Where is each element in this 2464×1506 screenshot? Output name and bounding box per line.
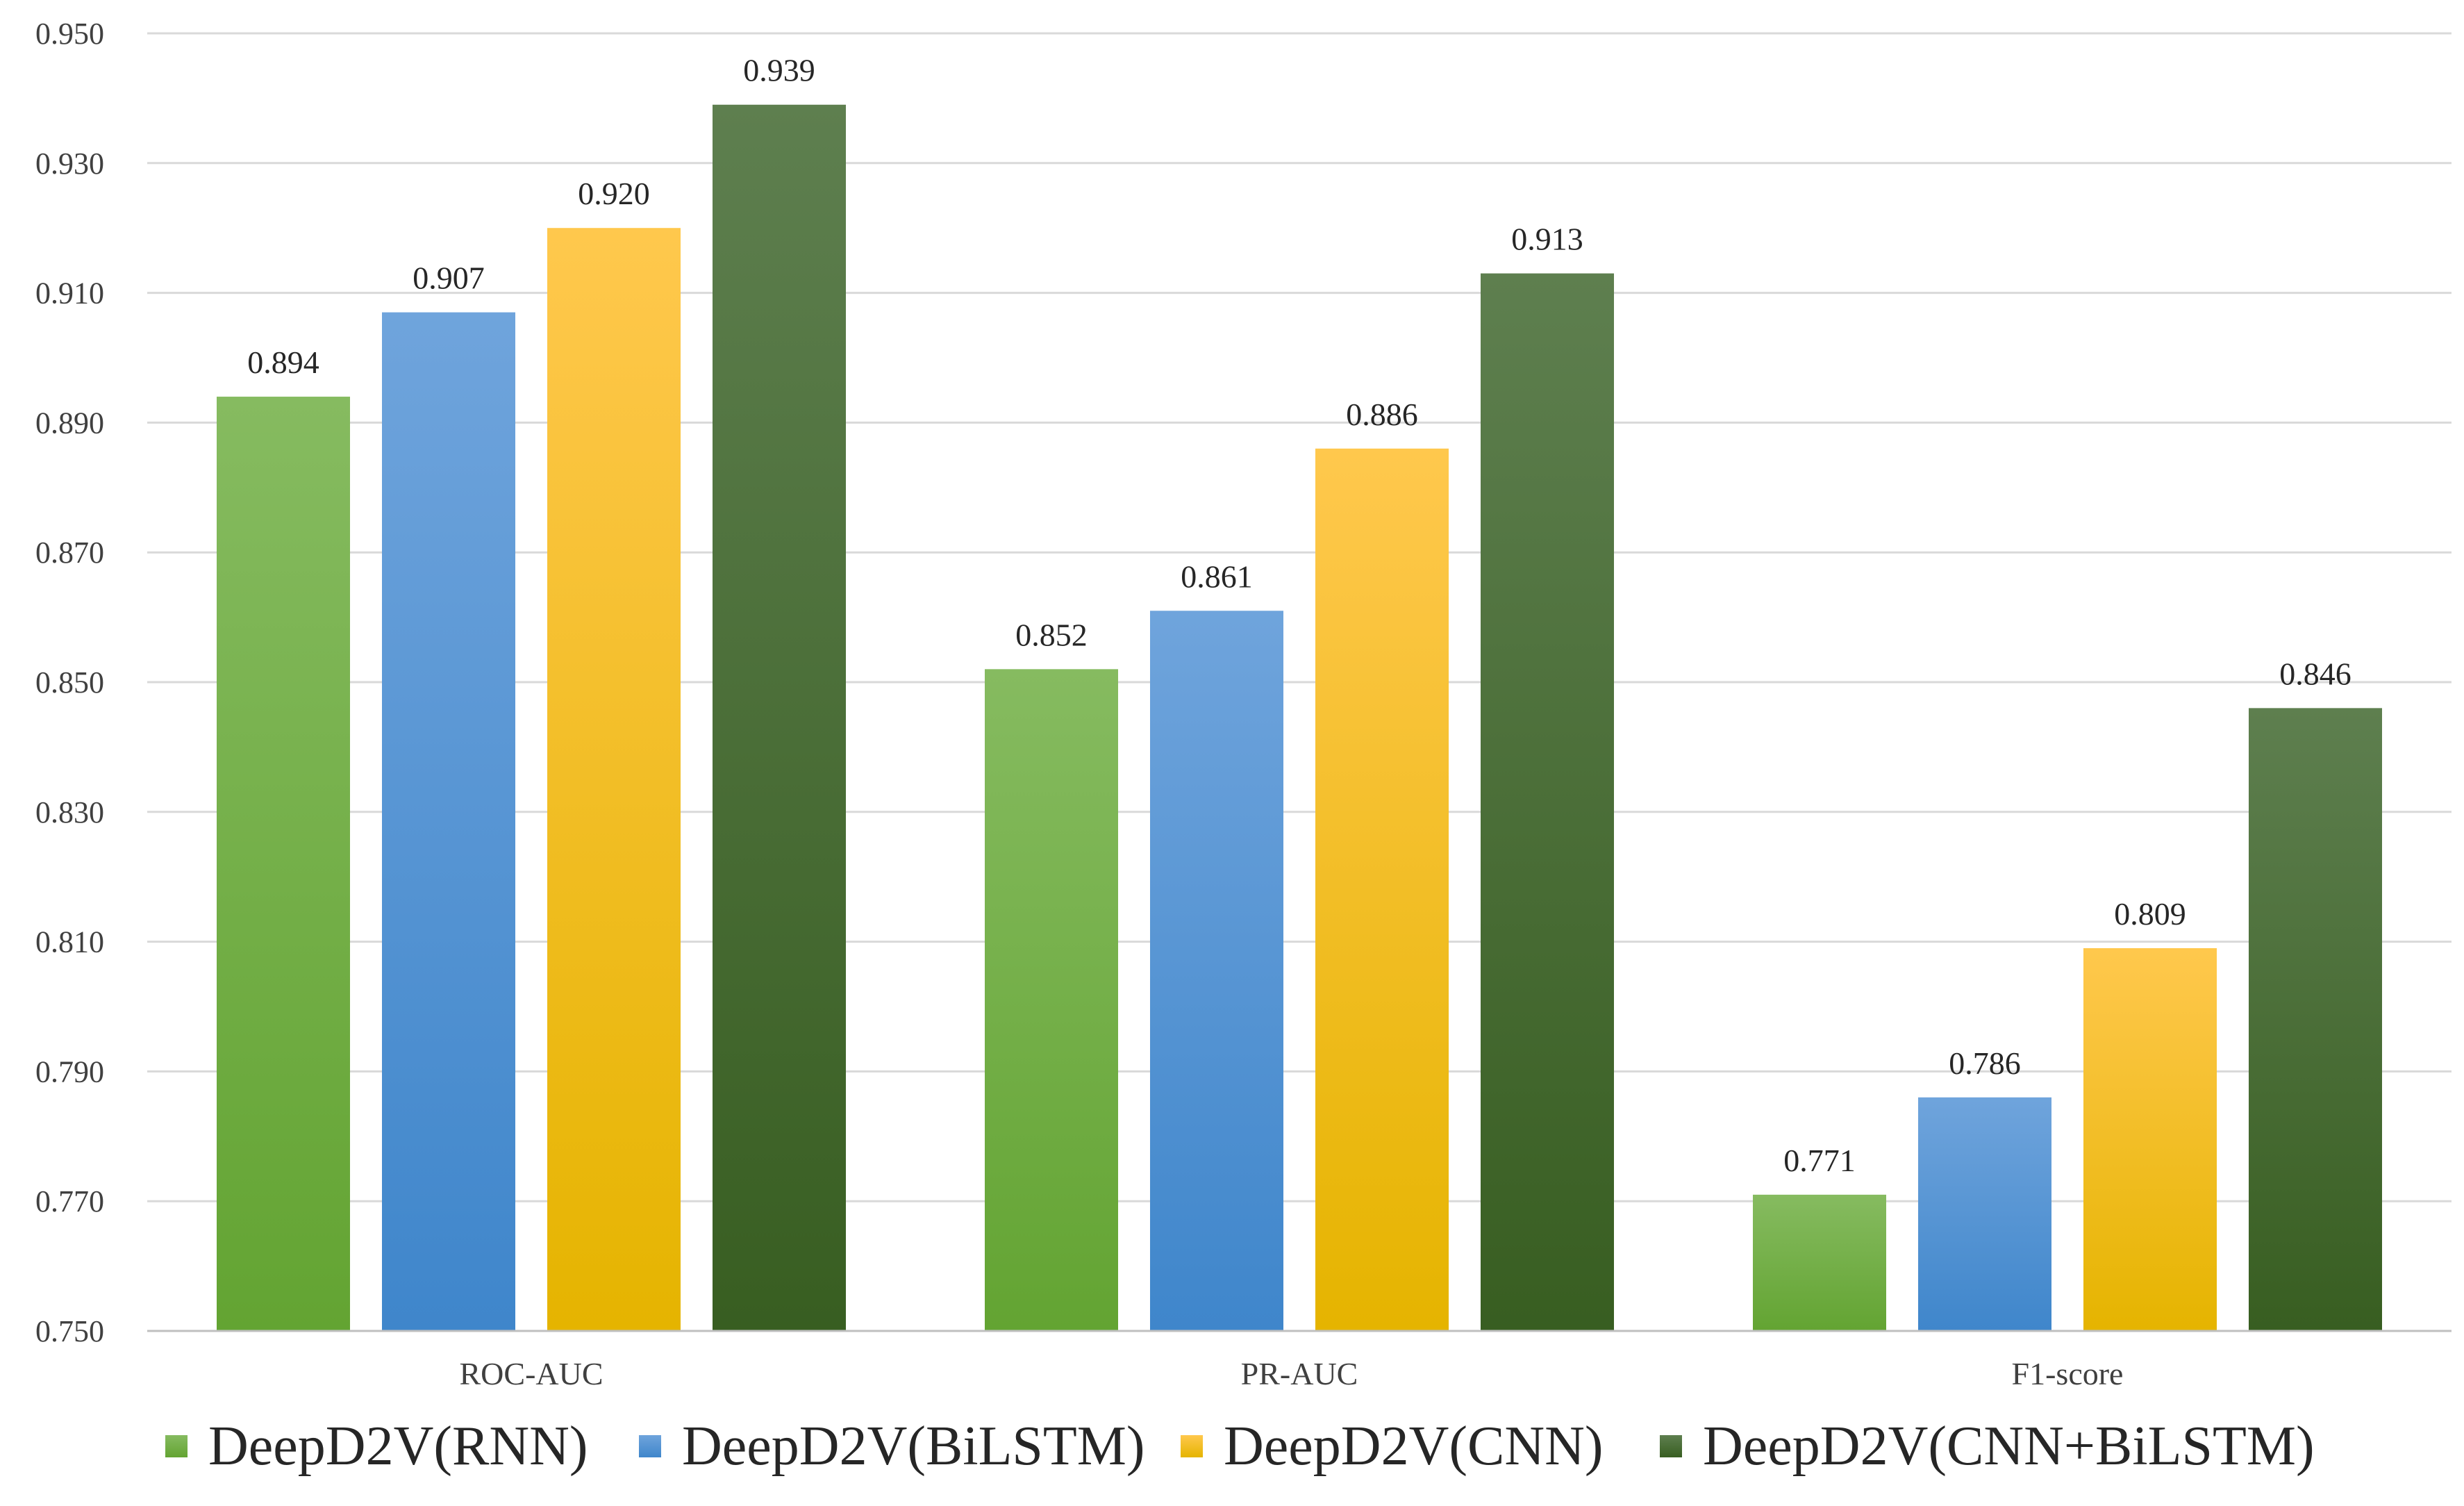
data-label: 0.861 [1181, 558, 1253, 594]
bar-roc-auc-series-3 [547, 228, 681, 1332]
bar-pr-auc-series-1 [985, 669, 1118, 1331]
legend-label: DeepD2V(RNN) [208, 1416, 588, 1477]
x-axis: ROC-AUC PR-AUC F1-score [147, 1330, 2451, 1391]
y-tick-label: 0.770 [35, 1184, 104, 1218]
data-label: 0.809 [2114, 896, 2186, 932]
bar-f1-score-series-3 [2083, 948, 2217, 1331]
bar-roc-auc-series-2 [382, 312, 515, 1331]
legend-swatch [1181, 1435, 1203, 1457]
bar-f1-score-series-4 [2249, 708, 2382, 1331]
bar-f1-score-series-2 [1918, 1097, 2051, 1331]
bar-pr-auc-series-2 [1150, 611, 1283, 1331]
legend-label: DeepD2V(CNN+BiLSTM) [1703, 1416, 2315, 1477]
data-label: 0.939 [743, 53, 815, 88]
legend-swatch [639, 1435, 661, 1457]
legend: DeepD2V(RNN) DeepD2V(BiLSTM) DeepD2V(CNN) D… [165, 1416, 2315, 1477]
data-label: 0.786 [1949, 1045, 2021, 1081]
data-label: 0.771 [1783, 1143, 1856, 1178]
y-tick-label: 0.890 [35, 406, 104, 440]
bar-pr-auc-series-3 [1315, 448, 1449, 1331]
data-label: 0.894 [247, 345, 319, 380]
y-tick-label: 0.910 [35, 276, 104, 311]
y-tick-label: 0.850 [35, 665, 104, 700]
y-axis-tick-labels: 0.750 0.770 0.790 0.810 0.830 0.850 0.870 0.890… [35, 17, 104, 1348]
bars [217, 104, 2382, 1332]
legend-swatch [1660, 1435, 1682, 1457]
data-label: 0.886 [1346, 397, 1418, 432]
bar-roc-auc-series-1 [217, 397, 350, 1331]
data-label: 0.920 [578, 176, 650, 211]
y-tick-label: 0.810 [35, 925, 104, 959]
data-label: 0.913 [1511, 222, 1583, 257]
y-tick-label: 0.790 [35, 1054, 104, 1089]
y-tick-label: 0.750 [35, 1314, 104, 1348]
bar-roc-auc-series-4 [713, 104, 846, 1332]
y-tick-label: 0.950 [35, 17, 104, 51]
y-tick-label: 0.830 [35, 795, 104, 829]
data-label: 0.907 [413, 260, 485, 296]
data-labels: 0.894 0.907 0.920 0.939 0.852 0.861 0.886 0.913… [247, 53, 2351, 1178]
data-label: 0.852 [1015, 617, 1088, 652]
legend-label: DeepD2V(CNN) [1224, 1416, 1604, 1477]
x-category-label: PR-AUC [1241, 1356, 1358, 1391]
y-tick-label: 0.930 [35, 147, 104, 181]
x-category-label: ROC-AUC [459, 1356, 603, 1391]
data-label: 0.846 [2279, 656, 2351, 691]
legend-swatch [165, 1435, 188, 1457]
legend-label: DeepD2V(BiLSTM) [682, 1416, 1145, 1477]
x-category-label: F1-score [2012, 1356, 2124, 1391]
bar-f1-score-series-1 [1753, 1194, 1886, 1331]
y-tick-label: 0.870 [35, 536, 104, 570]
bar-pr-auc-series-4 [1481, 273, 1614, 1332]
gridlines [147, 32, 2451, 1202]
